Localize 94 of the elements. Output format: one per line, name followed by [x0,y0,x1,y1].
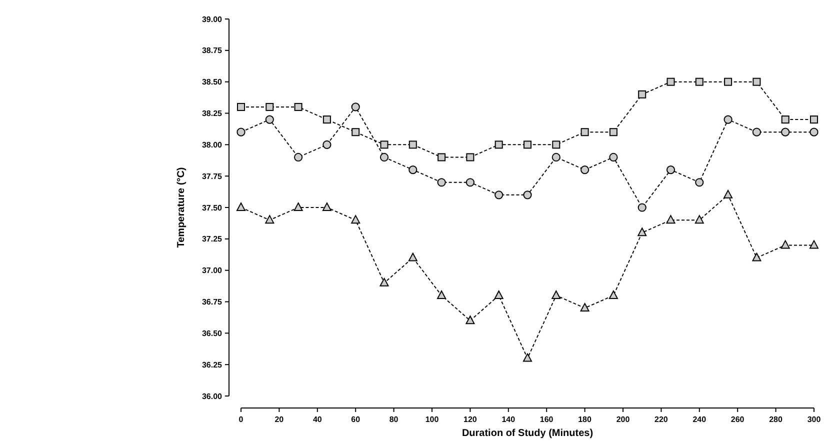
point [666,78,675,86]
point [408,140,417,149]
point [294,152,303,162]
point [609,152,618,162]
y-tick-label: 36.25 [202,360,223,370]
point [752,252,762,262]
point [638,203,646,212]
point [810,128,818,136]
point [810,116,818,124]
point [724,115,732,124]
point [265,215,274,224]
point [266,102,274,111]
point [666,215,676,224]
y-tick-label: 37.50 [202,203,223,212]
point [408,252,418,262]
x-tick-label: 280 [769,415,784,424]
y-tick-label: 37.25 [202,234,223,244]
point [523,353,532,362]
point [609,128,618,136]
point [380,140,388,149]
point [438,153,446,162]
point [580,166,590,174]
x-tick-label: 140 [502,415,516,424]
point [552,152,560,162]
point [352,128,360,136]
point [237,102,245,111]
x-tick-label: 240 [692,415,707,424]
x-tick-label: 300 [807,415,822,424]
x-axis-title: Duration of Study (Minutes) [462,428,594,439]
x-tick-label: 180 [578,415,592,424]
y-tick-label: 38.75 [202,46,223,56]
point [638,90,646,98]
point [524,140,532,149]
point [695,178,704,187]
x-tick-label: 80 [389,415,399,424]
point [608,290,618,299]
x-tick-label: 0 [238,415,244,424]
point [580,303,590,312]
point [265,115,274,124]
x-tick-label: 260 [730,415,745,424]
point [724,78,732,86]
point [408,166,418,174]
y-tick-label: 38.00 [202,140,223,150]
y-tick-label: 37.00 [202,266,223,276]
point [694,215,704,224]
point [780,240,790,249]
point [380,278,389,286]
point [552,140,560,149]
y-tick-label: 38.25 [202,109,223,118]
x-tick-label: 200 [616,415,630,424]
x-tick-label: 160 [540,415,554,424]
point [351,102,360,112]
point [552,290,561,299]
point [695,78,704,86]
point [781,128,790,136]
point [523,190,532,200]
point [752,78,761,86]
y-axis-title: Temperature (°C) [176,167,187,248]
point [494,190,504,200]
point [466,178,474,187]
point [294,102,302,111]
y-tick-label: 39.00 [202,14,223,24]
point [724,190,733,198]
point [351,215,360,224]
x-tick-label: 100 [425,415,440,424]
y-tick-label: 36.00 [202,392,223,401]
point [437,178,446,187]
x-tick-label: 20 [274,415,284,424]
point [380,152,389,162]
y-tick-label: 38.50 [202,78,223,87]
x-tick-label: 40 [312,415,322,424]
point [236,128,246,136]
point [466,153,474,162]
y-tick-label: 36.75 [202,298,223,307]
point [322,140,332,149]
point [781,116,790,124]
point [810,240,818,249]
point [322,202,332,211]
point [294,202,303,211]
point [494,140,503,149]
x-tick-label: 220 [654,415,668,424]
point [666,166,676,174]
point [466,316,475,324]
point [322,116,331,124]
y-tick-label: 37.75 [202,172,223,181]
x-tick-label: 60 [351,415,361,424]
point [236,202,246,211]
x-tick-label: 120 [464,415,478,424]
point [494,290,504,299]
y-tick-label: 36.50 [202,328,223,338]
point [580,128,589,136]
point [437,290,446,299]
point [752,128,761,136]
point [638,228,647,236]
